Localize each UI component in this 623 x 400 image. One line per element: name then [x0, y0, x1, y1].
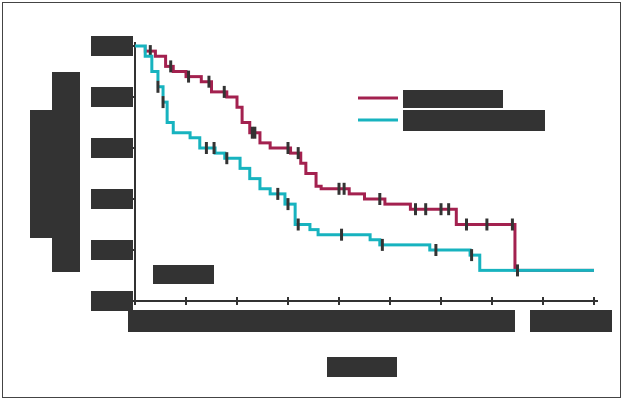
redacted-y-tick-label: [91, 138, 133, 158]
survival-line: [135, 44, 594, 272]
redacted-y-tick-label: [91, 291, 133, 311]
redacted-y-label: [52, 72, 80, 272]
redacted-y-label: [30, 110, 52, 238]
redacted-annotation: [153, 265, 214, 284]
redacted-y-tick-label: [91, 87, 133, 107]
redacted-y-tick-label: [91, 189, 133, 209]
redacted-y-tick-label: [91, 36, 133, 56]
redacted-x-tick-labels: [128, 310, 515, 332]
redacted-legend-label: [403, 90, 503, 108]
redacted-x-label: [327, 357, 397, 377]
redacted-legend-label: [403, 110, 545, 131]
redacted-y-tick-label: [91, 240, 133, 260]
redacted-x-tick-labels: [530, 310, 612, 332]
